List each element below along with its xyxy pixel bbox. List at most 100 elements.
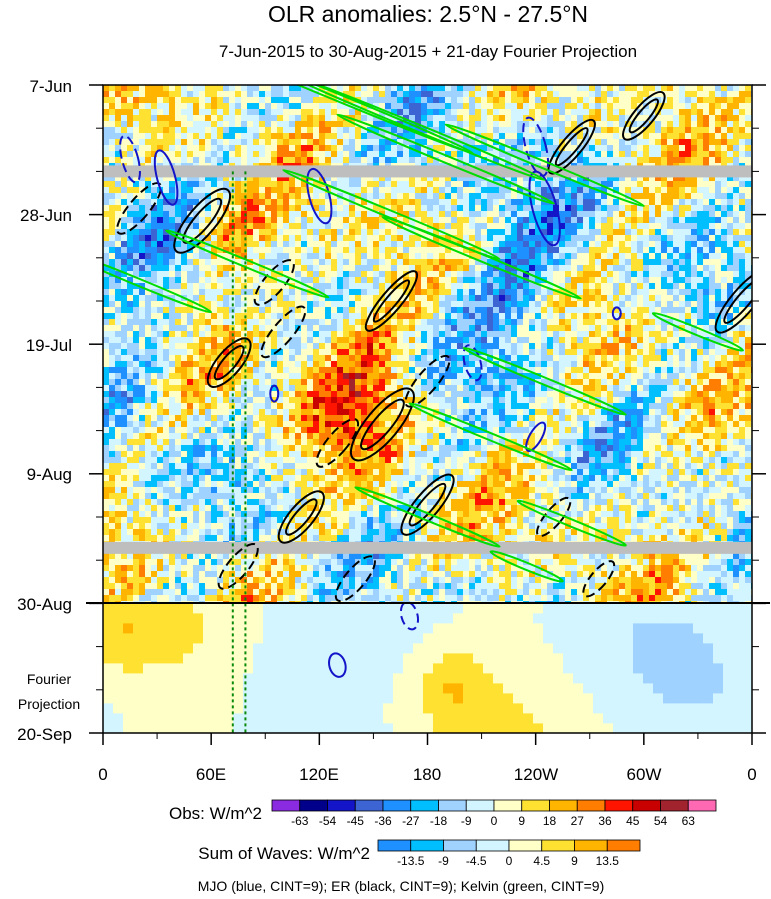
- obs-cell: [205, 343, 212, 350]
- obs-cell: [127, 343, 134, 350]
- obs-cell: [163, 337, 170, 344]
- obs-cell: [715, 289, 722, 296]
- obs-cell: [439, 127, 446, 134]
- obs-cell: [541, 187, 548, 194]
- obs-cell: [121, 247, 128, 254]
- obs-cell: [577, 343, 584, 350]
- obs-cell: [175, 313, 182, 320]
- obs-cell: [373, 133, 380, 140]
- obs-cell: [529, 247, 536, 254]
- obs-cell: [445, 115, 452, 122]
- obs-cell: [223, 115, 230, 122]
- obs-cell: [469, 211, 476, 218]
- obs-cell: [145, 265, 152, 272]
- obs-cell: [655, 313, 662, 320]
- obs-cell: [619, 355, 626, 362]
- obs-cell: [691, 97, 698, 104]
- obs-cell: [181, 139, 188, 146]
- obs-cell: [469, 307, 476, 314]
- obs-cell: [283, 277, 290, 284]
- obs-cell: [451, 199, 458, 206]
- obs-cell: [205, 289, 212, 296]
- obs-cell: [289, 343, 296, 350]
- obs-cell: [457, 109, 464, 116]
- obs-cell: [595, 235, 602, 242]
- obs-cell: [145, 181, 152, 188]
- obs-cell: [697, 277, 704, 284]
- obs-cell: [223, 271, 230, 278]
- obs-cell: [691, 235, 698, 242]
- obs-cell: [739, 133, 746, 140]
- obs-cell: [469, 253, 476, 260]
- obs-cell: [709, 97, 716, 104]
- obs-cell: [451, 115, 458, 122]
- obs-cell: [547, 145, 554, 152]
- obs-cell: [487, 289, 494, 296]
- obs-cell: [439, 259, 446, 266]
- obs-cell: [697, 289, 704, 296]
- obs-cell: [493, 157, 500, 164]
- obs-cell: [523, 97, 530, 104]
- obs-cell: [649, 313, 656, 320]
- obs-cell: [295, 199, 302, 206]
- obs-cell: [685, 259, 692, 266]
- obs-cell: [631, 247, 638, 254]
- obs-cell: [595, 139, 602, 146]
- obs-cell: [283, 289, 290, 296]
- obs-cell: [373, 97, 380, 104]
- obs-cell: [433, 217, 440, 224]
- obs-cell: [241, 319, 248, 326]
- obs-cell: [643, 205, 650, 212]
- obs-cell: [331, 229, 338, 236]
- obs-cell: [343, 229, 350, 236]
- obs-cell: [595, 319, 602, 326]
- obs-cell: [421, 199, 428, 206]
- obs-cell: [715, 121, 722, 128]
- obs-cell: [163, 127, 170, 134]
- obs-cell: [457, 283, 464, 290]
- obs-cell: [523, 103, 530, 110]
- obs-cell: [505, 103, 512, 110]
- obs-cell: [715, 199, 722, 206]
- obs-cell: [139, 349, 146, 356]
- obs-cell: [235, 355, 242, 362]
- obs-cell: [283, 355, 290, 362]
- obs-cell: [547, 271, 554, 278]
- obs-cell: [613, 223, 620, 230]
- obs-cell: [421, 97, 428, 104]
- obs-cell: [181, 277, 188, 284]
- obs-cell: [655, 199, 662, 206]
- obs-cell: [727, 151, 734, 158]
- obs-cell: [211, 343, 218, 350]
- obs-cell: [613, 283, 620, 290]
- obs-cell: [427, 355, 434, 362]
- obs-cell: [337, 271, 344, 278]
- obs-cell: [109, 289, 116, 296]
- obs-cell: [679, 247, 686, 254]
- obs-cell: [337, 337, 344, 344]
- obs-cell: [475, 127, 482, 134]
- obs-cell: [463, 247, 470, 254]
- obs-cell: [631, 91, 638, 98]
- obs-cell: [715, 115, 722, 122]
- obs-cell: [133, 211, 140, 218]
- obs-cell: [721, 199, 728, 206]
- obs-cell: [487, 91, 494, 98]
- obs-cell: [703, 121, 710, 128]
- obs-cell: [403, 151, 410, 158]
- obs-cell: [241, 349, 248, 356]
- obs-cell: [193, 175, 200, 182]
- obs-cell: [427, 307, 434, 314]
- obs-cell: [145, 217, 152, 224]
- obs-cell: [187, 199, 194, 206]
- obs-cell: [739, 175, 746, 182]
- obs-cell: [691, 289, 698, 296]
- obs-cell: [367, 319, 374, 326]
- obs-cell: [601, 85, 608, 92]
- obs-cell: [145, 235, 152, 242]
- obs-cell: [271, 199, 278, 206]
- obs-cell: [205, 217, 212, 224]
- obs-cell: [109, 217, 116, 224]
- obs-cell: [667, 271, 674, 278]
- obs-cell: [109, 223, 116, 230]
